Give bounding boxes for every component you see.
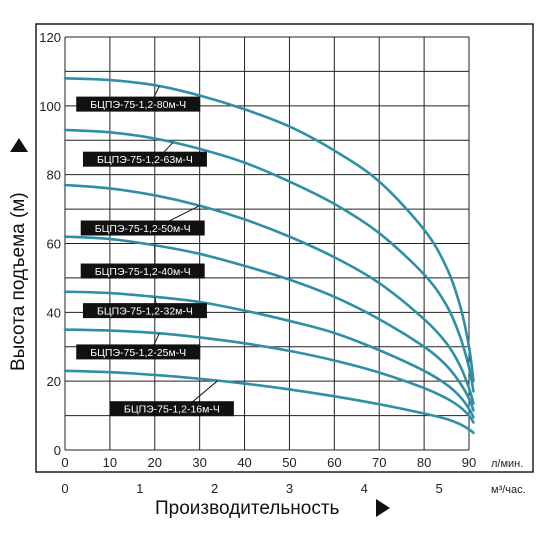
y-tick-label: 20	[47, 374, 61, 389]
x-tick-label: 50	[282, 455, 296, 470]
series-labels: БЦПЭ-75-1,2-80м-Ч БЦПЭ-75-1,2-63м-Ч БЦПЭ-7…	[76, 85, 234, 417]
x-axis-arrow-icon	[376, 499, 390, 517]
x-axis-title: Производительность	[155, 498, 340, 519]
x-tick-label: 40	[237, 455, 251, 470]
x2-tick-label: 5	[435, 481, 442, 496]
series-line-7	[63, 369, 475, 435]
series-label-box	[76, 344, 201, 360]
series-label-text: БЦПЭ-75-1,2-25м-Ч	[90, 347, 186, 359]
x-tick-label: 0	[61, 455, 68, 470]
x2-tick-label: 0	[61, 481, 68, 496]
x-tick-label: 60	[327, 455, 341, 470]
axis-ticks: 0 20 40 60 80 100 120 0 10 20 30 40 50 60 70 80 90 0 1 2 3 4 5	[39, 30, 476, 496]
x-tick-label: 30	[192, 455, 206, 470]
series-label-box	[82, 151, 207, 167]
series-label-box	[80, 220, 205, 236]
y-axis-arrow-icon	[10, 138, 28, 152]
x2-tick-label: 1	[136, 481, 143, 496]
y-tick-label: 0	[54, 443, 61, 458]
performance-curves	[63, 77, 475, 435]
y-axis-title: Высота подъема (м)	[8, 192, 29, 371]
series-label-box	[80, 263, 205, 279]
series-line-6	[63, 328, 475, 424]
series-line-3	[63, 183, 475, 405]
series-label-box	[76, 96, 201, 112]
series-label-text: БЦПЭ-75-1,2-16м-Ч	[124, 404, 220, 416]
series-label-box	[109, 401, 234, 417]
series-label-text: БЦПЭ-75-1,2-50м-Ч	[95, 223, 191, 235]
y-tick-label: 80	[47, 168, 61, 183]
series-label-text: БЦПЭ-75-1,2-80м-Ч	[90, 99, 186, 111]
y-tick-label: 100	[39, 99, 61, 114]
x-unit-primary: л/мин.	[491, 458, 523, 470]
x-tick-label: 10	[103, 455, 117, 470]
x2-tick-label: 4	[361, 481, 368, 496]
chart-frame	[35, 23, 534, 473]
x-tick-label: 20	[148, 455, 162, 470]
y-tick-label: 40	[47, 305, 61, 320]
x-tick-label: 70	[372, 455, 386, 470]
x2-tick-label: 2	[211, 481, 218, 496]
series-line-2	[63, 128, 475, 393]
series-label-text: БЦПЭ-75-1,2-40м-Ч	[95, 266, 191, 278]
series-label-text: БЦПЭ-75-1,2-32м-Ч	[97, 306, 193, 318]
x-tick-label: 80	[417, 455, 431, 470]
x2-tick-label: 3	[286, 481, 293, 496]
series-line-1	[63, 77, 475, 383]
series-label-text: БЦПЭ-75-1,2-63м-Ч	[97, 154, 193, 166]
y-tick-label: 120	[39, 30, 61, 45]
x-unit-secondary: м³/час.	[491, 484, 526, 496]
x-tick-label: 90	[462, 455, 476, 470]
y-tick-label: 60	[47, 237, 61, 252]
series-label-box	[82, 303, 207, 319]
